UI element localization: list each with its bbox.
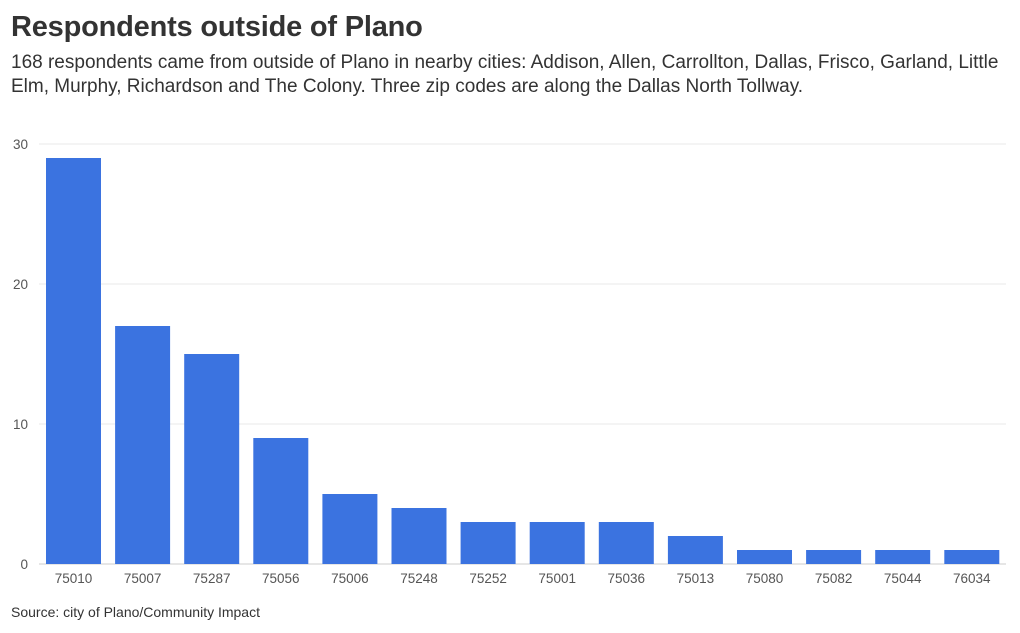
bar-75013	[667, 536, 723, 564]
bar-75082	[806, 550, 862, 564]
gridlines	[39, 143, 1006, 565]
chart-title: Respondents outside of Plano	[11, 11, 423, 43]
bar-75001	[529, 522, 585, 564]
y-tick-label: 20	[13, 277, 28, 292]
x-tick-label: 75252	[469, 571, 507, 586]
x-tick-label: 75013	[677, 571, 715, 586]
bar-75287	[184, 354, 240, 564]
y-axis-ticks: 0 10 20 30	[13, 137, 28, 572]
x-tick-label: 75007	[124, 571, 162, 586]
bar-75080	[737, 550, 792, 564]
x-tick-label: 76034	[953, 571, 991, 586]
x-tick-label: 75001	[538, 571, 576, 586]
y-tick-label: 30	[13, 137, 28, 152]
bars	[46, 158, 1000, 564]
bar-75036	[598, 522, 654, 564]
bar-75056	[253, 438, 309, 564]
chart-subtitle: 168 respondents came from outside of Pla…	[11, 52, 999, 97]
x-tick-label: 75248	[400, 571, 438, 586]
x-tick-label: 75010	[55, 571, 93, 586]
x-axis-ticks: 75010 75007 75287 75056 75006 75248 75252 75001…	[55, 571, 991, 586]
bar-75248	[391, 508, 447, 564]
bar-76034	[944, 550, 1000, 564]
bar-75044	[875, 550, 931, 564]
bar-75006	[322, 494, 378, 564]
source-note: Source: city of Plano/Community Impact	[11, 604, 260, 620]
x-tick-label: 75006	[331, 571, 369, 586]
x-tick-label: 75044	[884, 571, 922, 586]
bar-75010	[46, 158, 101, 564]
y-tick-label: 10	[13, 417, 28, 432]
bar-75252	[460, 522, 516, 564]
x-tick-label: 75036	[608, 571, 646, 586]
bar-75007	[115, 326, 171, 564]
x-tick-label: 75287	[193, 571, 231, 586]
x-tick-label: 75080	[746, 571, 784, 586]
x-tick-label: 75056	[262, 571, 300, 586]
y-tick-label: 0	[20, 557, 28, 572]
x-tick-label: 75082	[815, 571, 853, 586]
